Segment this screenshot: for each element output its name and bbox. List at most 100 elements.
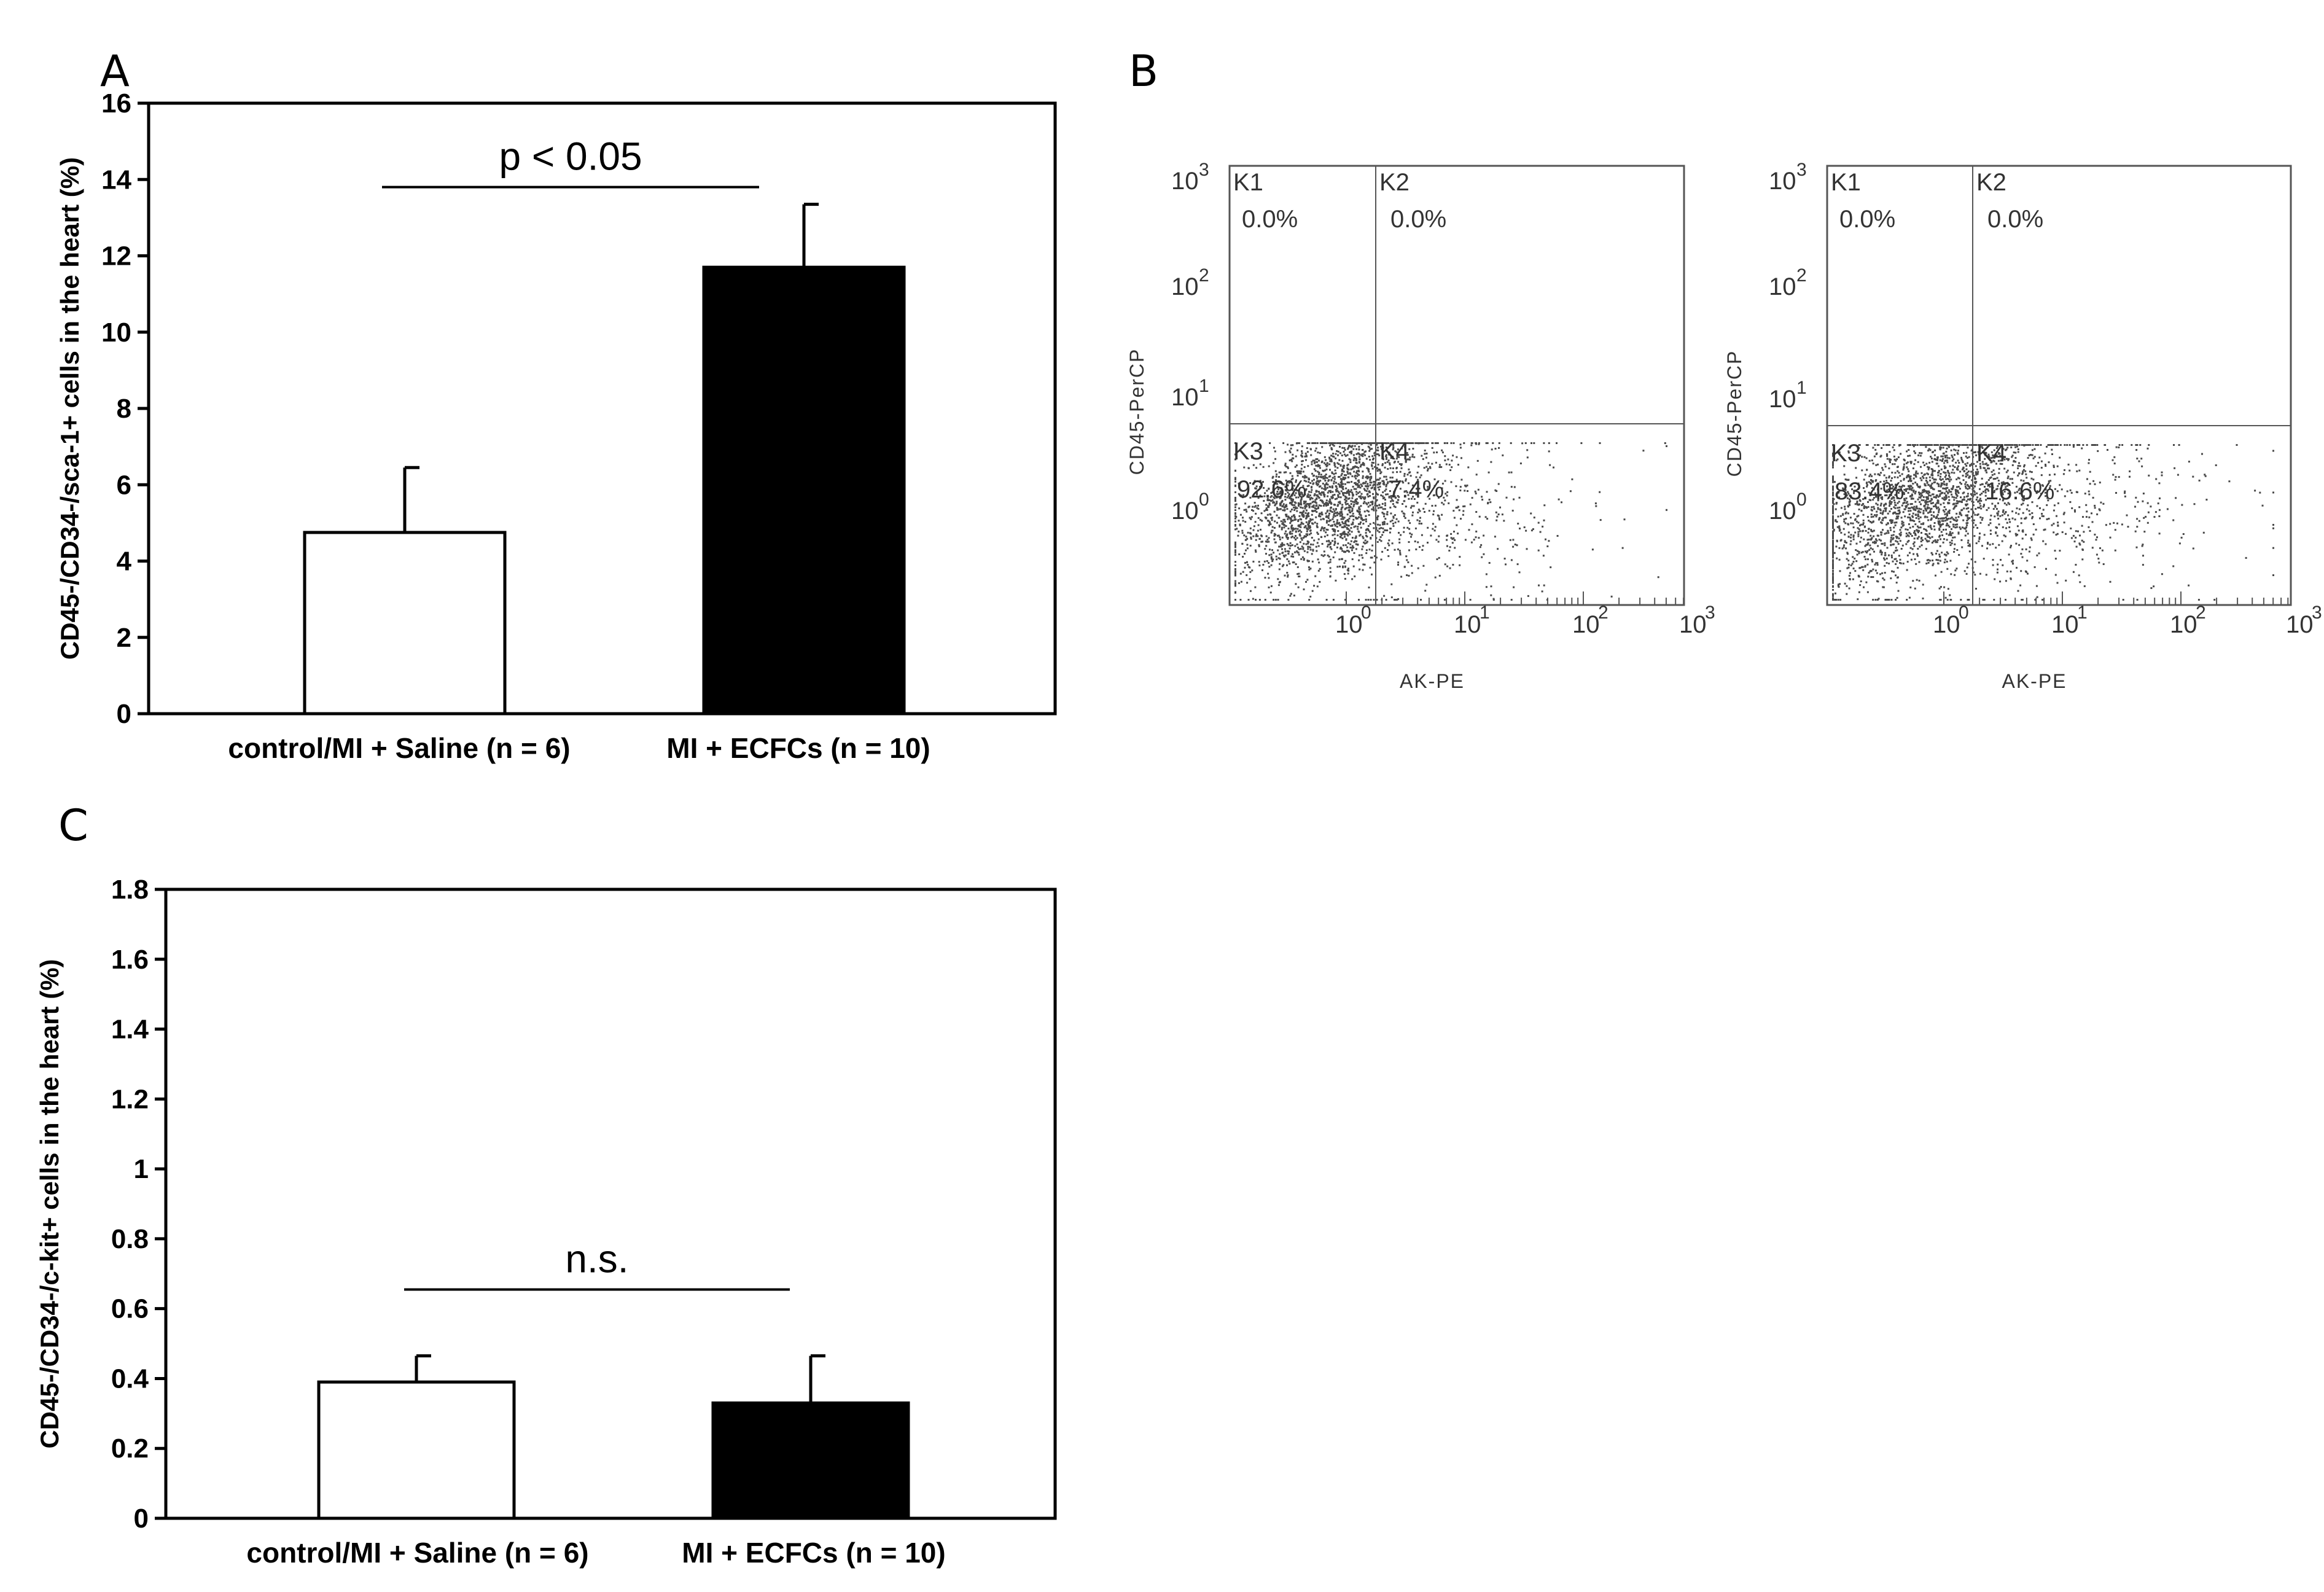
event-dot bbox=[1405, 505, 1407, 508]
event-dot bbox=[2013, 471, 2015, 474]
event-dot bbox=[1367, 483, 1369, 485]
y-tick-label: 1.4 bbox=[111, 1015, 149, 1045]
event-dot bbox=[2075, 545, 2078, 548]
event-dot bbox=[1346, 507, 1348, 509]
event-dot bbox=[1329, 500, 1332, 502]
event-dot bbox=[2005, 527, 2008, 529]
event-dot bbox=[1355, 499, 1357, 501]
event-dot bbox=[1962, 461, 1964, 463]
event-dot bbox=[1342, 477, 1344, 478]
event-dot bbox=[1317, 475, 1320, 478]
event-dot bbox=[1257, 504, 1259, 507]
event-dot bbox=[2000, 490, 2002, 492]
event-dot bbox=[1859, 567, 1862, 569]
event-dot bbox=[1351, 549, 1353, 552]
event-dot bbox=[1284, 518, 1285, 521]
event-dot bbox=[1855, 467, 1857, 469]
event-dot bbox=[1335, 579, 1337, 582]
event-dot bbox=[1371, 461, 1373, 464]
event-dot bbox=[1409, 456, 1411, 459]
event-dot bbox=[1895, 558, 1897, 560]
event-dot bbox=[1435, 539, 1438, 541]
event-dot bbox=[1237, 534, 1239, 537]
event-dot bbox=[1910, 558, 1913, 561]
event-dot bbox=[1917, 498, 1919, 501]
event-dot bbox=[1939, 560, 1941, 562]
event-dot bbox=[1847, 493, 1850, 495]
event-dot bbox=[1914, 508, 1916, 510]
event-dot bbox=[1961, 526, 1963, 529]
event-dot bbox=[1251, 569, 1254, 572]
event-dot bbox=[1341, 459, 1344, 462]
event-dot bbox=[1852, 536, 1855, 538]
event-dot bbox=[1392, 517, 1395, 519]
event-dot bbox=[1414, 527, 1417, 529]
event-dot bbox=[1333, 514, 1335, 517]
event-dot bbox=[1917, 491, 1920, 494]
event-dot bbox=[1370, 477, 1373, 479]
event-dot bbox=[1930, 497, 1933, 500]
event-dot bbox=[1305, 580, 1307, 583]
event-dot bbox=[1412, 448, 1414, 450]
event-dot bbox=[1287, 495, 1290, 497]
event-dot bbox=[1946, 515, 1948, 517]
event-dot bbox=[1271, 519, 1273, 521]
event-dot bbox=[1380, 527, 1382, 529]
event-dot bbox=[1942, 458, 1944, 460]
event-dot bbox=[1414, 540, 1416, 542]
event-dot bbox=[1986, 471, 1988, 474]
event-dot bbox=[1307, 528, 1309, 531]
event-dot bbox=[1261, 569, 1263, 571]
event-dot bbox=[1997, 514, 1999, 517]
event-dot bbox=[1446, 491, 1449, 493]
event-dot bbox=[1269, 548, 1271, 551]
event-dot bbox=[1912, 520, 1914, 521]
event-dot bbox=[1309, 482, 1312, 484]
event-dot bbox=[2054, 473, 2056, 475]
event-dot bbox=[1973, 462, 1975, 465]
event-dot bbox=[1912, 580, 1914, 582]
event-dot bbox=[1537, 521, 1540, 524]
event-dot bbox=[1929, 560, 1932, 562]
event-dot bbox=[1297, 530, 1300, 533]
event-dot bbox=[1352, 448, 1355, 450]
event-dot bbox=[1337, 450, 1339, 453]
event-dot bbox=[1390, 480, 1392, 483]
event-dot bbox=[1335, 457, 1337, 459]
event-dot bbox=[1957, 492, 1960, 494]
event-dot bbox=[1327, 504, 1329, 505]
event-dot bbox=[1308, 568, 1311, 571]
event-dot bbox=[1987, 483, 1989, 486]
event-dot bbox=[1298, 505, 1300, 507]
event-dot bbox=[1323, 529, 1325, 532]
event-dot bbox=[1481, 496, 1483, 498]
event-dot bbox=[1373, 458, 1375, 459]
event-dot bbox=[1457, 533, 1459, 535]
event-dot bbox=[2136, 518, 2139, 520]
event-dot bbox=[1922, 522, 1925, 525]
event-dot bbox=[1888, 444, 1890, 446]
event-dot bbox=[1247, 531, 1249, 534]
event-dot bbox=[1832, 564, 1834, 566]
event-dot bbox=[1890, 539, 1892, 541]
event-dot bbox=[1832, 574, 1834, 576]
event-dot bbox=[1373, 496, 1375, 499]
event-dot bbox=[1381, 550, 1384, 553]
event-dot bbox=[1317, 569, 1320, 572]
event-dot bbox=[1446, 534, 1449, 537]
event-dot bbox=[1272, 481, 1274, 483]
event-dot bbox=[2002, 509, 2005, 512]
event-dot bbox=[2141, 465, 2143, 467]
event-dot bbox=[1491, 448, 1493, 451]
event-dot bbox=[2084, 493, 2086, 495]
event-dot bbox=[2029, 444, 2032, 446]
event-dot bbox=[1909, 503, 1912, 505]
event-dot bbox=[1359, 491, 1361, 493]
event-dot bbox=[1399, 480, 1402, 482]
event-dot bbox=[1365, 528, 1368, 531]
event-dot bbox=[1355, 517, 1357, 519]
event-dot bbox=[2030, 539, 2033, 541]
event-dot bbox=[1881, 531, 1883, 534]
event-dot bbox=[1975, 542, 1978, 544]
event-dot bbox=[1399, 442, 1402, 444]
